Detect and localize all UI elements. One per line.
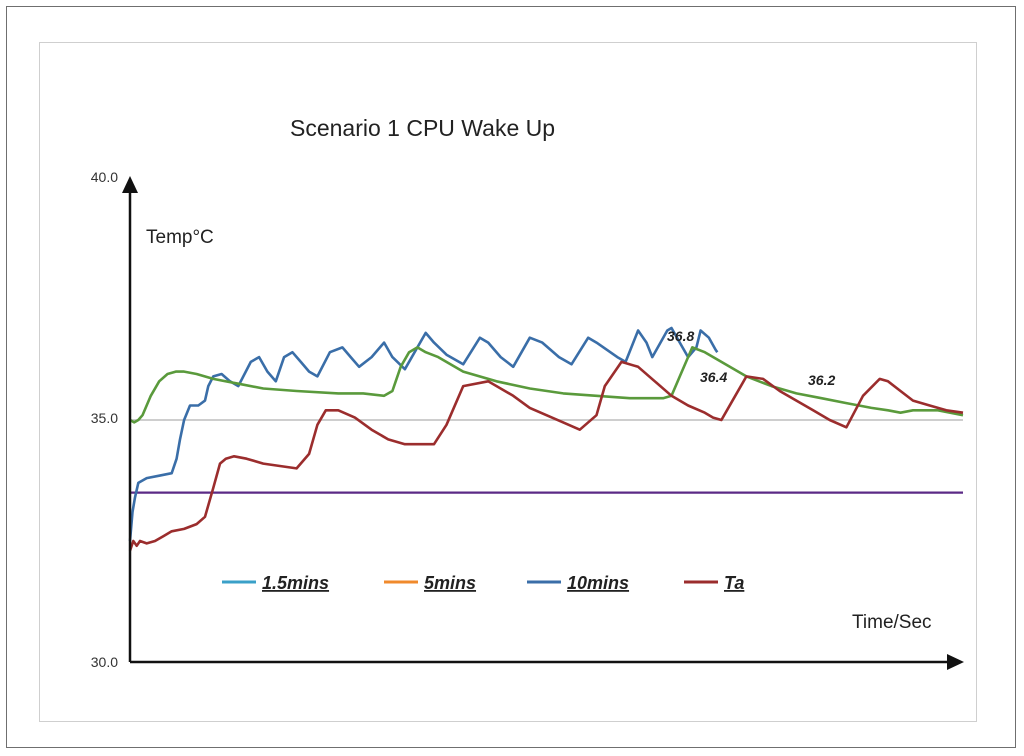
series-lines bbox=[128, 326, 964, 552]
annotation-36-4: 36.4 bbox=[700, 369, 727, 385]
x-axis-label: Time/Sec bbox=[852, 612, 932, 633]
chart-frame bbox=[6, 6, 1016, 748]
y-tick-label-35: 35.0 bbox=[91, 410, 118, 426]
reference-lines bbox=[130, 419, 963, 494]
legend-label-1-5mins: 1.5mins bbox=[262, 573, 329, 593]
legend-label-ta: Ta bbox=[724, 573, 744, 593]
chart-title: Scenario 1 CPU Wake Up bbox=[290, 115, 555, 141]
y-tick-label-40: 40.0 bbox=[91, 169, 118, 185]
y-axis-label: Temp°C bbox=[146, 227, 214, 248]
chart-area bbox=[39, 42, 977, 722]
legend: 1.5mins 5mins 10mins Ta bbox=[222, 573, 744, 593]
y-tick-label-30: 30.0 bbox=[91, 654, 118, 670]
legend-label-10mins: 10mins bbox=[567, 573, 629, 593]
legend-label-5mins: 5mins bbox=[424, 573, 476, 593]
series-line-1-5mins bbox=[129, 346, 964, 424]
legend-entry: 10mins bbox=[527, 573, 629, 593]
y-axis-arrow-icon bbox=[122, 176, 138, 193]
annotation-36-2: 36.2 bbox=[808, 372, 835, 388]
series-line-10mins bbox=[128, 326, 719, 542]
legend-entry: 5mins bbox=[384, 573, 476, 593]
legend-entry: Ta bbox=[684, 573, 744, 593]
series-line-ta bbox=[128, 360, 964, 552]
annotation-36-8: 36.8 bbox=[667, 328, 694, 344]
x-axis-arrow-icon bbox=[947, 654, 964, 670]
legend-entry: 1.5mins bbox=[222, 573, 329, 593]
